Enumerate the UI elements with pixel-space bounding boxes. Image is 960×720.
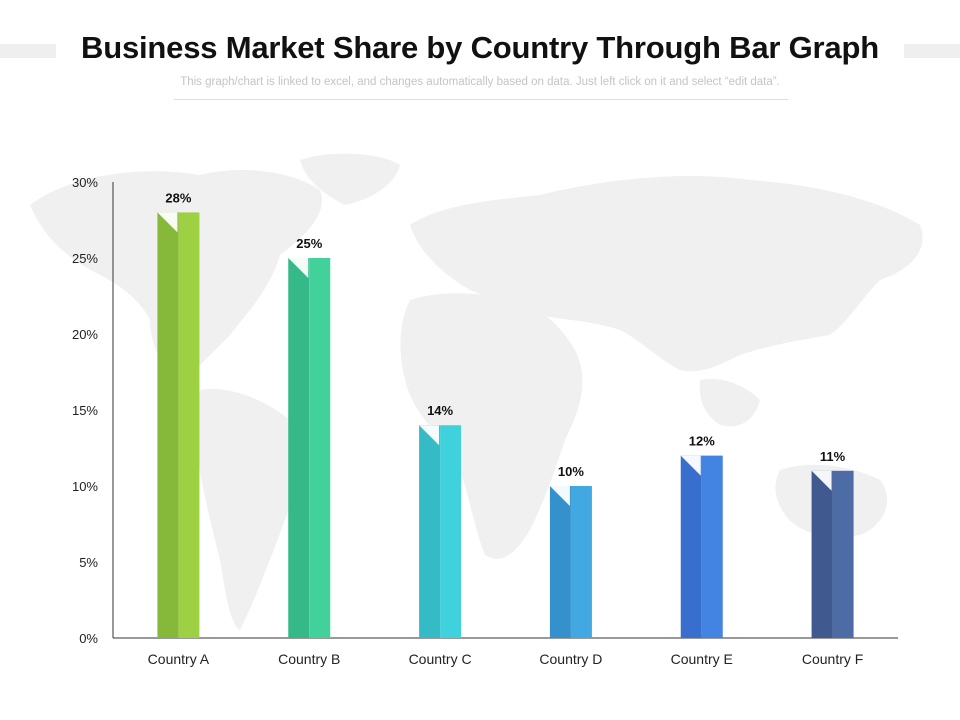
bar-fold-notch [419, 425, 440, 446]
y-tick-label: 25% [72, 251, 98, 266]
bar-fold-notch [811, 470, 832, 491]
bar-country-e[interactable] [680, 455, 723, 638]
bar-left-face [419, 425, 441, 638]
bar-left-face [811, 470, 833, 638]
data-label: 10% [558, 464, 584, 479]
x-tick-label: Country B [278, 651, 340, 667]
bar-country-d[interactable] [549, 486, 592, 638]
x-tick-label: Country A [148, 651, 210, 667]
y-tick-label: 30% [72, 175, 98, 190]
data-label: 12% [689, 434, 715, 449]
x-tick-label: Country C [409, 651, 472, 667]
bar-country-f[interactable] [811, 470, 854, 638]
bar-right-face [309, 258, 331, 638]
decorative-bar-right [904, 44, 960, 58]
bar-right-face [440, 425, 462, 638]
bar-fold-notch [549, 486, 570, 506]
page-subtitle: This graph/chart is linked to excel, and… [180, 76, 780, 88]
bar-right-face [832, 470, 854, 638]
x-tick-label: Country F [802, 651, 863, 667]
bar-right-face [701, 455, 723, 638]
x-tick-label: Country E [671, 651, 733, 667]
bar-left-face [549, 486, 571, 638]
bar-right-face [570, 486, 592, 638]
y-tick-label: 0% [79, 631, 98, 646]
bar-series [157, 212, 854, 638]
bar-left-face [157, 212, 179, 638]
bar-country-c[interactable] [419, 425, 462, 638]
y-tick-label: 15% [72, 403, 98, 418]
bar-left-face [680, 455, 702, 638]
bar-country-b[interactable] [288, 258, 331, 638]
decorative-bar-left [0, 44, 56, 58]
data-label: 14% [427, 403, 453, 418]
x-tick-label: Country D [539, 651, 602, 667]
bar-left-face [288, 258, 310, 638]
bar-right-face [178, 212, 200, 638]
bar-fold-notch [288, 258, 309, 278]
y-tick-label: 5% [79, 555, 98, 570]
data-label: 25% [296, 236, 322, 251]
chart-labels: 28% Country A 25% Country B 14% Country C 10% C… [148, 190, 864, 667]
bar-fold-notch [157, 212, 178, 233]
y-tick-label: 20% [72, 327, 98, 342]
page-title: Business Market Share by Country Through… [81, 30, 879, 65]
data-label: 11% [820, 449, 846, 464]
chart-axes: 0% 5% 10% 15% 20% 25% 30% [72, 175, 898, 646]
bar-country-a[interactable] [157, 212, 200, 638]
data-label: 28% [165, 190, 191, 205]
title-divider [174, 99, 788, 100]
y-tick-label: 10% [72, 479, 98, 494]
bar-fold-notch [680, 455, 701, 476]
